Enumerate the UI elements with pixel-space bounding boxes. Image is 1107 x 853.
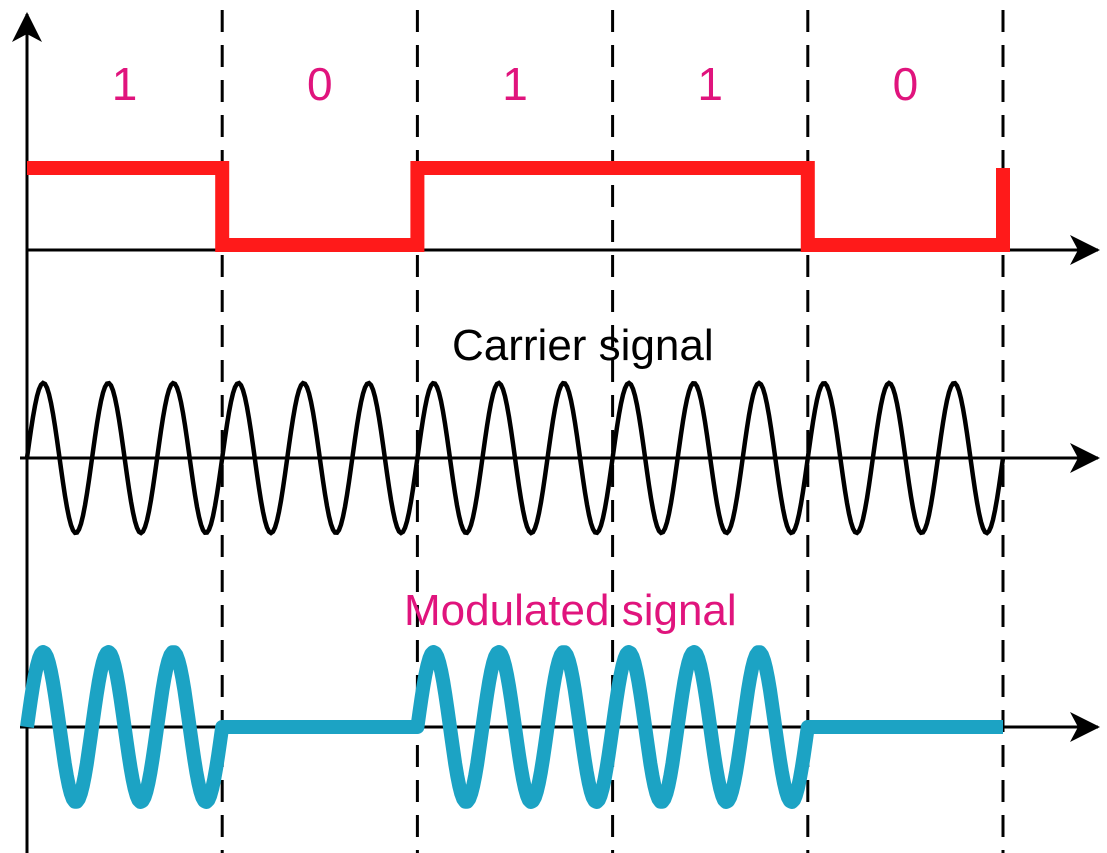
bit-label: 1 bbox=[697, 58, 723, 110]
carrier-signal-label: Carrier signal bbox=[452, 321, 714, 370]
bit-label: 1 bbox=[502, 58, 528, 110]
carrier-wave bbox=[24, 380, 1006, 536]
bit-label: 1 bbox=[112, 58, 138, 110]
bit-labels: 1 0 1 1 0 bbox=[112, 58, 918, 110]
modulated-signal-label: Modulated signal bbox=[404, 586, 737, 635]
bit-label: 0 bbox=[307, 58, 333, 110]
bit-label: 0 bbox=[893, 58, 919, 110]
modulated-wave bbox=[20, 645, 1003, 809]
digital-signal bbox=[27, 161, 1010, 252]
